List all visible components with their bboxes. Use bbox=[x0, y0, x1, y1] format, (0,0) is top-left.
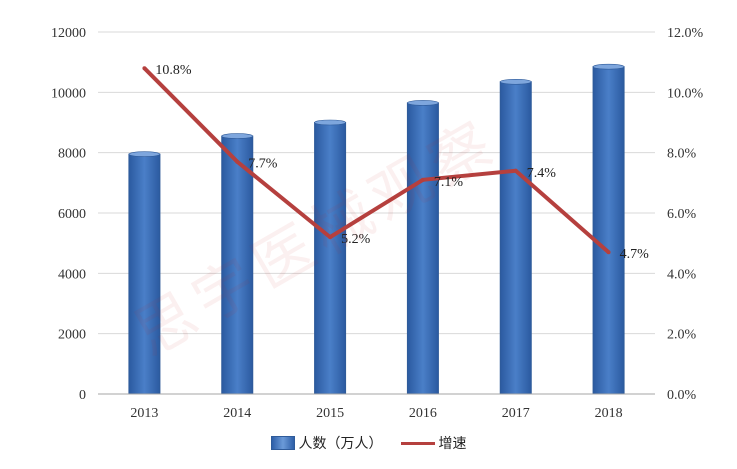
growth-point bbox=[420, 177, 425, 182]
y-tick-right: 10.0% bbox=[667, 86, 704, 101]
y-tick-left: 8000 bbox=[58, 147, 86, 162]
growth-point bbox=[142, 66, 147, 71]
y-tick-right: 6.0% bbox=[667, 207, 697, 222]
growth-polyline bbox=[142, 66, 610, 254]
y-tick-right: 0.0% bbox=[667, 388, 697, 403]
x-tick: 2014 bbox=[223, 406, 251, 421]
y-tick-left: 12000 bbox=[51, 26, 86, 41]
x-tick: 2013 bbox=[130, 406, 158, 421]
growth-data-label: 5.2% bbox=[341, 232, 371, 247]
bar bbox=[221, 135, 254, 395]
bars bbox=[128, 63, 625, 395]
bar-top bbox=[314, 119, 346, 126]
legend-item-count: 人数（万人） bbox=[270, 433, 383, 453]
legend: 人数（万人） 增速 bbox=[0, 431, 737, 455]
growth-data-label: 10.8% bbox=[155, 63, 192, 78]
x-tick: 2018 bbox=[595, 406, 623, 421]
growth-data-label: 7.4% bbox=[527, 166, 557, 181]
bar-top bbox=[221, 133, 254, 139]
growth-point bbox=[606, 250, 611, 255]
bar bbox=[499, 81, 532, 395]
x-tick: 2017 bbox=[502, 406, 530, 421]
y-tick-left: 4000 bbox=[58, 267, 86, 282]
bar bbox=[592, 66, 625, 395]
bar-top bbox=[499, 78, 532, 85]
bar-top bbox=[407, 100, 439, 106]
legend-label-count: 人数（万人） bbox=[298, 436, 383, 452]
bar bbox=[314, 122, 347, 395]
growth-data-label: 7.7% bbox=[248, 157, 278, 172]
bar bbox=[128, 153, 161, 395]
legend-line-swatch bbox=[400, 441, 435, 445]
y-tick-left: 10000 bbox=[51, 86, 86, 101]
y-tick-right: 8.0% bbox=[667, 147, 697, 162]
gridlines bbox=[98, 31, 655, 335]
legend-label-growth: 增速 bbox=[438, 436, 467, 452]
growth-point bbox=[235, 159, 240, 164]
growth-point bbox=[513, 168, 518, 173]
bar bbox=[406, 102, 439, 395]
y-tick-right: 12.0% bbox=[667, 26, 704, 41]
bar-top bbox=[128, 151, 161, 157]
growth-line bbox=[142, 66, 611, 255]
growth-data-label: 7.1% bbox=[434, 175, 464, 190]
x-tick: 2015 bbox=[316, 406, 344, 421]
data-labels: 10.8% 7.7% 5.2% 7.1% 7.4% 4.7% bbox=[155, 63, 649, 262]
y-tick-right: 4.0% bbox=[667, 267, 697, 282]
tick-labels: 0 0.0% 2000 2.0% 4000 4.0% 6000 6.0% 8000 8.0% 100… bbox=[51, 26, 704, 421]
x-tick: 2016 bbox=[409, 406, 437, 421]
y-tick-left: 6000 bbox=[58, 207, 86, 222]
growth-data-label: 4.7% bbox=[620, 247, 650, 262]
bar-top bbox=[592, 63, 625, 70]
growth-point bbox=[328, 235, 333, 240]
y-tick-right: 2.0% bbox=[667, 328, 697, 343]
y-tick-left: 2000 bbox=[58, 328, 86, 343]
y-tick-left: 0 bbox=[79, 388, 86, 403]
legend-item-growth: 增速 bbox=[400, 433, 467, 453]
legend-bar-swatch bbox=[270, 436, 295, 450]
